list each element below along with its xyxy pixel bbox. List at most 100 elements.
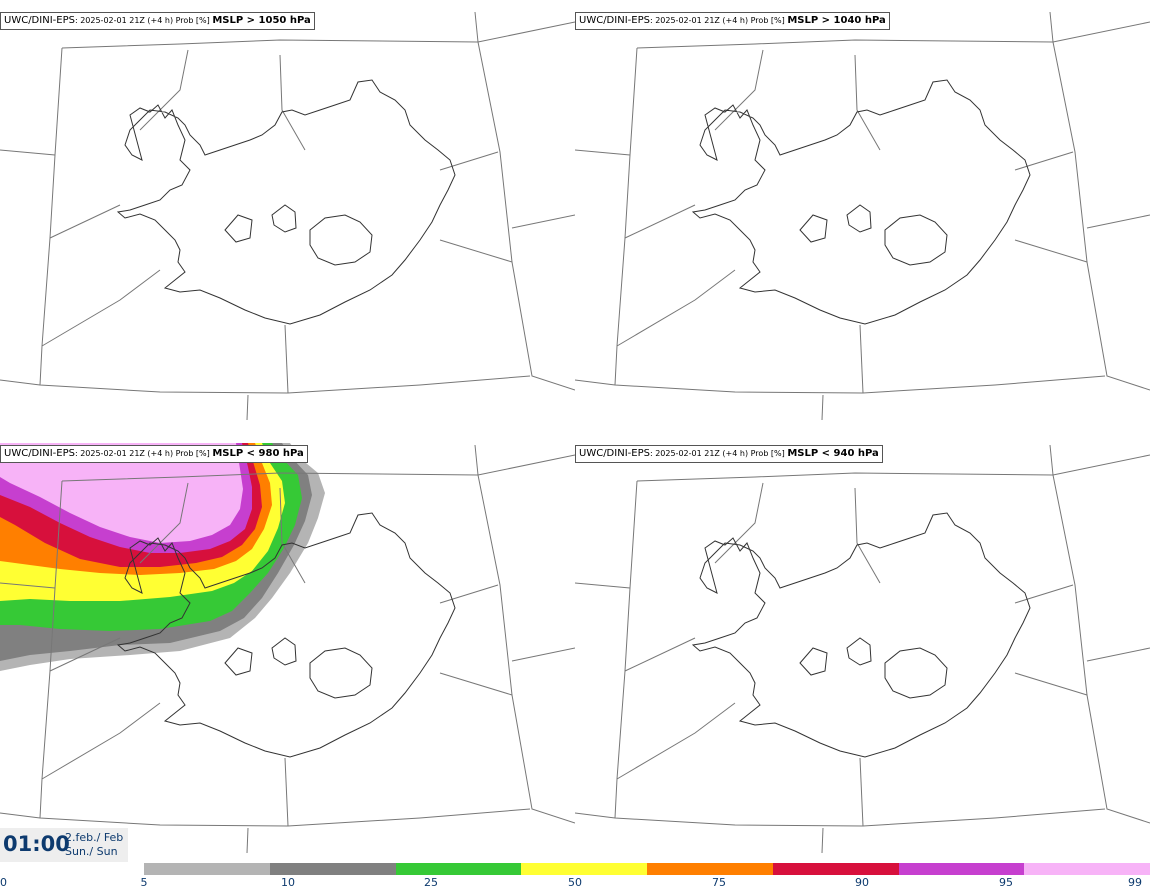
region-border-0 [636,21,1150,49]
panel-title: UWC/DINI-EPS: 2025-02-01 21Z (+4 h) Prob… [0,445,308,463]
region-border-0 [61,21,575,49]
colorbar-tick-label: 25 [424,876,438,889]
region-border-2 [575,582,631,589]
region-borders [575,11,1150,421]
map-panel-2: UWC/DINI-EPS: 2025-02-01 21Z (+4 h) Prob… [575,0,1150,433]
region-border-9 [859,757,864,827]
iceland-coastline [116,512,456,758]
region-borders [0,444,575,854]
panel-title: UWC/DINI-EPS: 2025-02-01 21Z (+4 h) Prob… [575,445,883,463]
valid-date: 2.feb./ Feb Sun./ Sun [65,831,123,859]
field-name: MSLP < 980 hPa [212,448,304,459]
colorbar-tick-label: 5 [140,876,148,889]
colorbar-segment-5 [772,863,899,875]
valid-date-line-1: 2.feb./ Feb [65,831,124,844]
map-panel-3: UWC/DINI-EPS: 2025-02-01 21Z (+4 h) Prob… [0,433,575,866]
colorbar-segment-6 [898,863,1025,875]
map-canvas [575,11,1150,421]
field-name: MSLP > 1050 hPa [212,15,311,26]
region-border-14 [1049,444,1054,476]
region-border-0 [61,454,575,482]
model-name: UWC/DINI-EPS [579,448,650,459]
region-border-0 [636,454,1150,482]
prob-band-99 [0,443,243,543]
region-border-12 [1014,239,1088,263]
run-info: : 2025-02-01 21Z (+4 h) Prob [%] [649,16,788,25]
region-borders [575,444,1150,854]
region-border-11 [439,151,499,171]
colorbar-segment-7 [1024,863,1150,875]
iceland-coastline [691,512,1031,758]
region-border-8 [616,702,736,780]
region-border-4 [477,474,575,824]
region-border-12 [439,239,513,263]
probability-shading [0,443,325,671]
region-border-5 [139,482,189,564]
region-border-14 [1049,11,1054,43]
region-border-13 [511,647,575,662]
model-name: UWC/DINI-EPS [579,15,650,26]
field-name: MSLP > 1040 hPa [787,15,886,26]
region-border-4 [477,41,575,391]
model-name: UWC/DINI-EPS [4,15,75,26]
region-border-2 [0,149,56,156]
region-border-7 [49,637,121,672]
region-border-5 [714,49,764,131]
region-border-1 [39,47,63,386]
run-info: : 2025-02-01 21Z (+4 h) Prob [%] [649,449,788,458]
region-border-6 [279,487,306,584]
region-border-2 [575,149,631,156]
colorbar-segment-1 [269,863,396,875]
region-border-6 [854,487,881,584]
colorbar-segment-0 [144,863,270,875]
region-border-11 [1014,584,1074,604]
region-border-6 [279,54,306,151]
map-panel-4: UWC/DINI-EPS: 2025-02-01 21Z (+4 h) Prob… [575,433,1150,866]
region-border-11 [439,584,499,604]
region-border-11 [1014,151,1074,171]
region-border-3 [0,808,531,827]
region-border-8 [41,702,161,780]
region-border-13 [1086,214,1150,229]
run-info: : 2025-02-01 21Z (+4 h) Prob [%] [74,449,213,458]
map-canvas [575,444,1150,854]
region-border-9 [284,757,289,827]
region-border-9 [284,324,289,394]
valid-time-box: 01:00 2.feb./ Feb Sun./ Sun [0,828,128,862]
region-borders [0,11,575,421]
region-border-10 [821,394,824,421]
run-info: : 2025-02-01 21Z (+4 h) Prob [%] [74,16,213,25]
region-border-10 [821,827,824,854]
colorbar-tick-label: 95 [999,876,1013,889]
map-panel-1: UWC/DINI-EPS: 2025-02-01 21Z (+4 h) Prob… [0,0,575,433]
region-border-6 [854,54,881,151]
region-border-3 [575,808,1106,827]
colorbar-tick-label: 90 [855,876,869,889]
region-border-13 [511,214,575,229]
region-border-7 [49,204,121,239]
iceland-coastline [116,79,456,325]
region-border-8 [616,269,736,347]
region-border-7 [624,637,696,672]
colorbar-tick-label: 75 [712,876,726,889]
region-border-4 [1052,41,1150,391]
region-border-12 [1014,672,1088,696]
colorbar-tick-label: 0 [0,876,7,889]
colorbar-tick-label: 50 [568,876,582,889]
region-border-10 [246,827,249,854]
region-border-14 [474,11,479,43]
probability-colorbar [144,863,1150,875]
region-border-4 [1052,474,1150,824]
region-border-7 [624,204,696,239]
map-canvas [0,443,575,854]
iceland-coastline [691,79,1031,325]
region-border-14 [474,444,479,476]
colorbar-segment-3 [521,863,647,875]
valid-date-line-2: Sun./ Sun [65,845,118,858]
map-canvas [0,11,575,421]
region-border-5 [714,482,764,564]
colorbar-segment-4 [647,863,773,875]
region-border-13 [1086,647,1150,662]
colorbar-tick-label: 99 [1128,876,1142,889]
region-border-9 [859,324,864,394]
